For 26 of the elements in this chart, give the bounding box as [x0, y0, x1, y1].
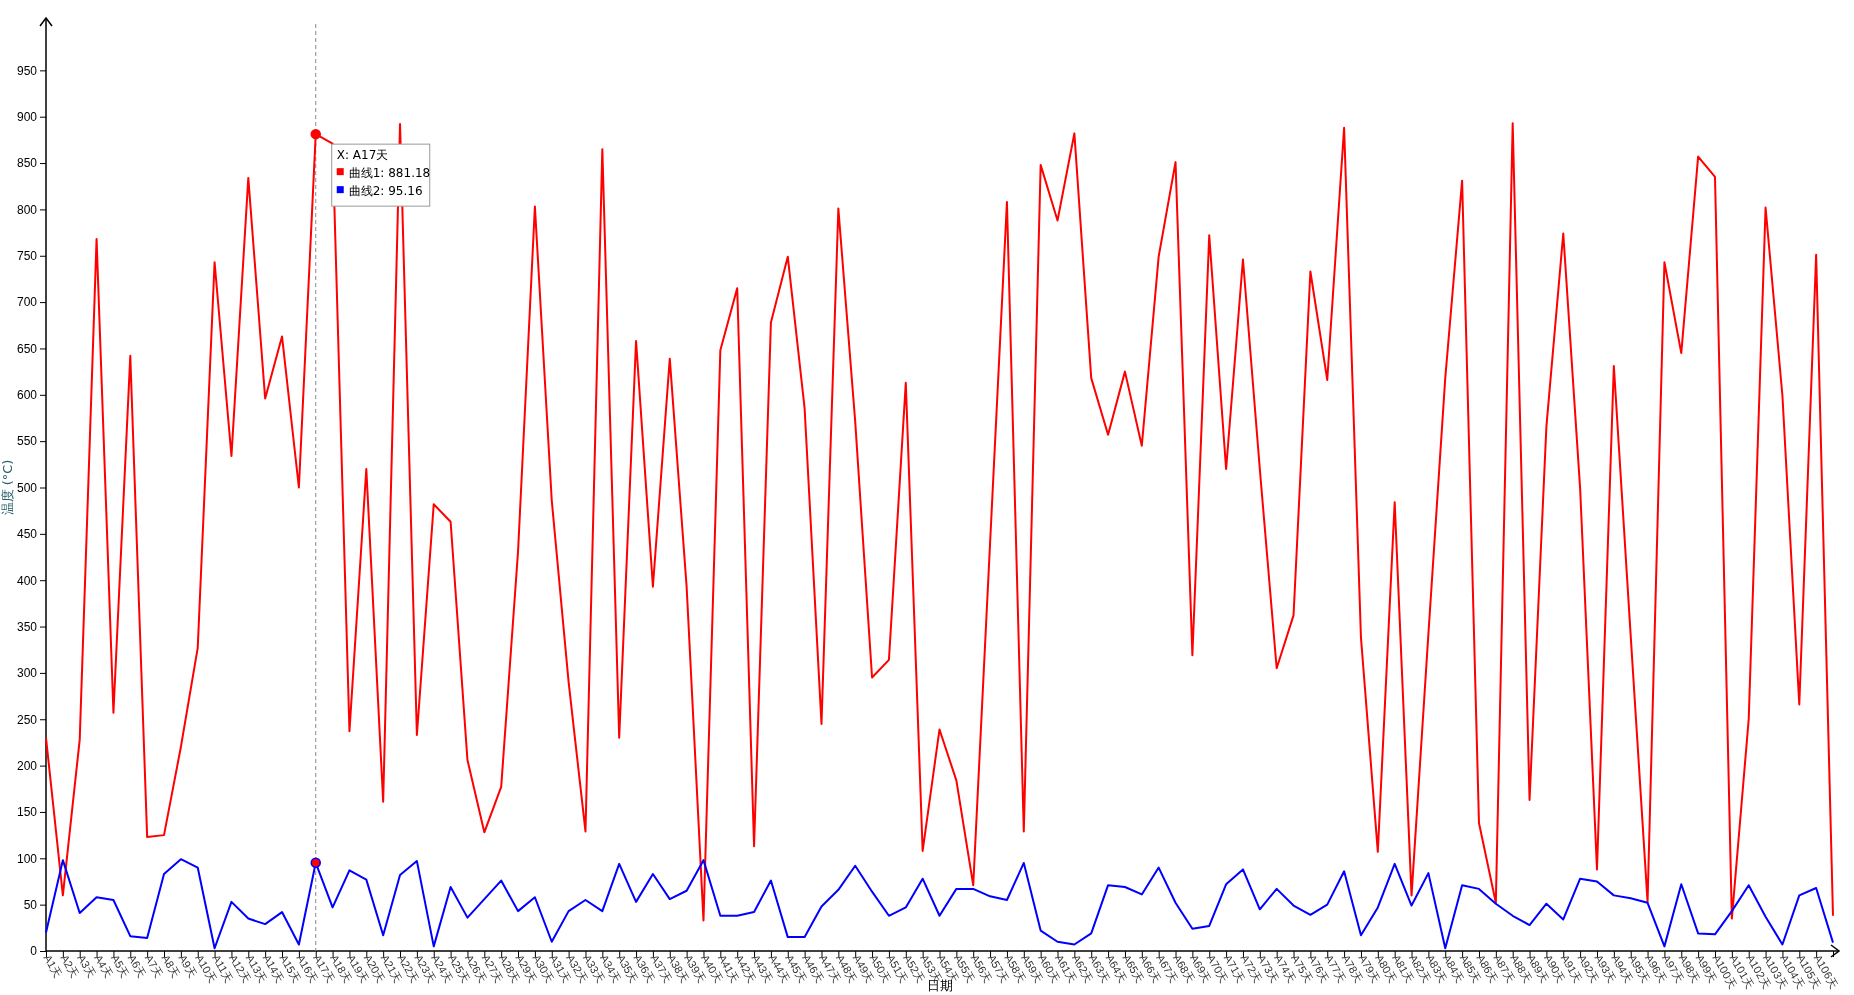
y-tick-label: 0: [30, 944, 38, 959]
y-tick-label: 100: [16, 851, 38, 866]
y-tick-label: 750: [16, 249, 38, 264]
y-tick-label: 850: [16, 156, 38, 171]
y-tick-label: 250: [16, 712, 38, 727]
y-tick-label: 950: [16, 63, 38, 78]
line-series: [45, 857, 1834, 950]
y-tick-label: 900: [16, 110, 38, 125]
annotation: X: A17天: [336, 148, 389, 163]
y-tick-label: 50: [23, 897, 38, 912]
y-tick-label: 150: [16, 805, 38, 820]
y-axis-title: 温度 (°C): [0, 459, 15, 516]
y-tick-label: 450: [16, 527, 38, 542]
y-tick-label: 600: [16, 388, 38, 403]
y-tick-label: 400: [16, 573, 38, 588]
y-tick-label: 500: [16, 480, 38, 495]
y-tick-label: 350: [16, 619, 38, 634]
y-tick-label: 700: [16, 295, 38, 310]
y-tick-label: 550: [16, 434, 38, 449]
y-tick-label: 200: [16, 758, 38, 773]
annotation: 曲线2: 95.16: [348, 184, 423, 199]
line-series: [45, 122, 1834, 922]
y-tick-label: 800: [16, 202, 38, 217]
y-tick-label: 300: [16, 666, 38, 681]
annotation: 曲线1: 881.18: [348, 166, 431, 181]
y-tick-label: 650: [16, 341, 38, 356]
